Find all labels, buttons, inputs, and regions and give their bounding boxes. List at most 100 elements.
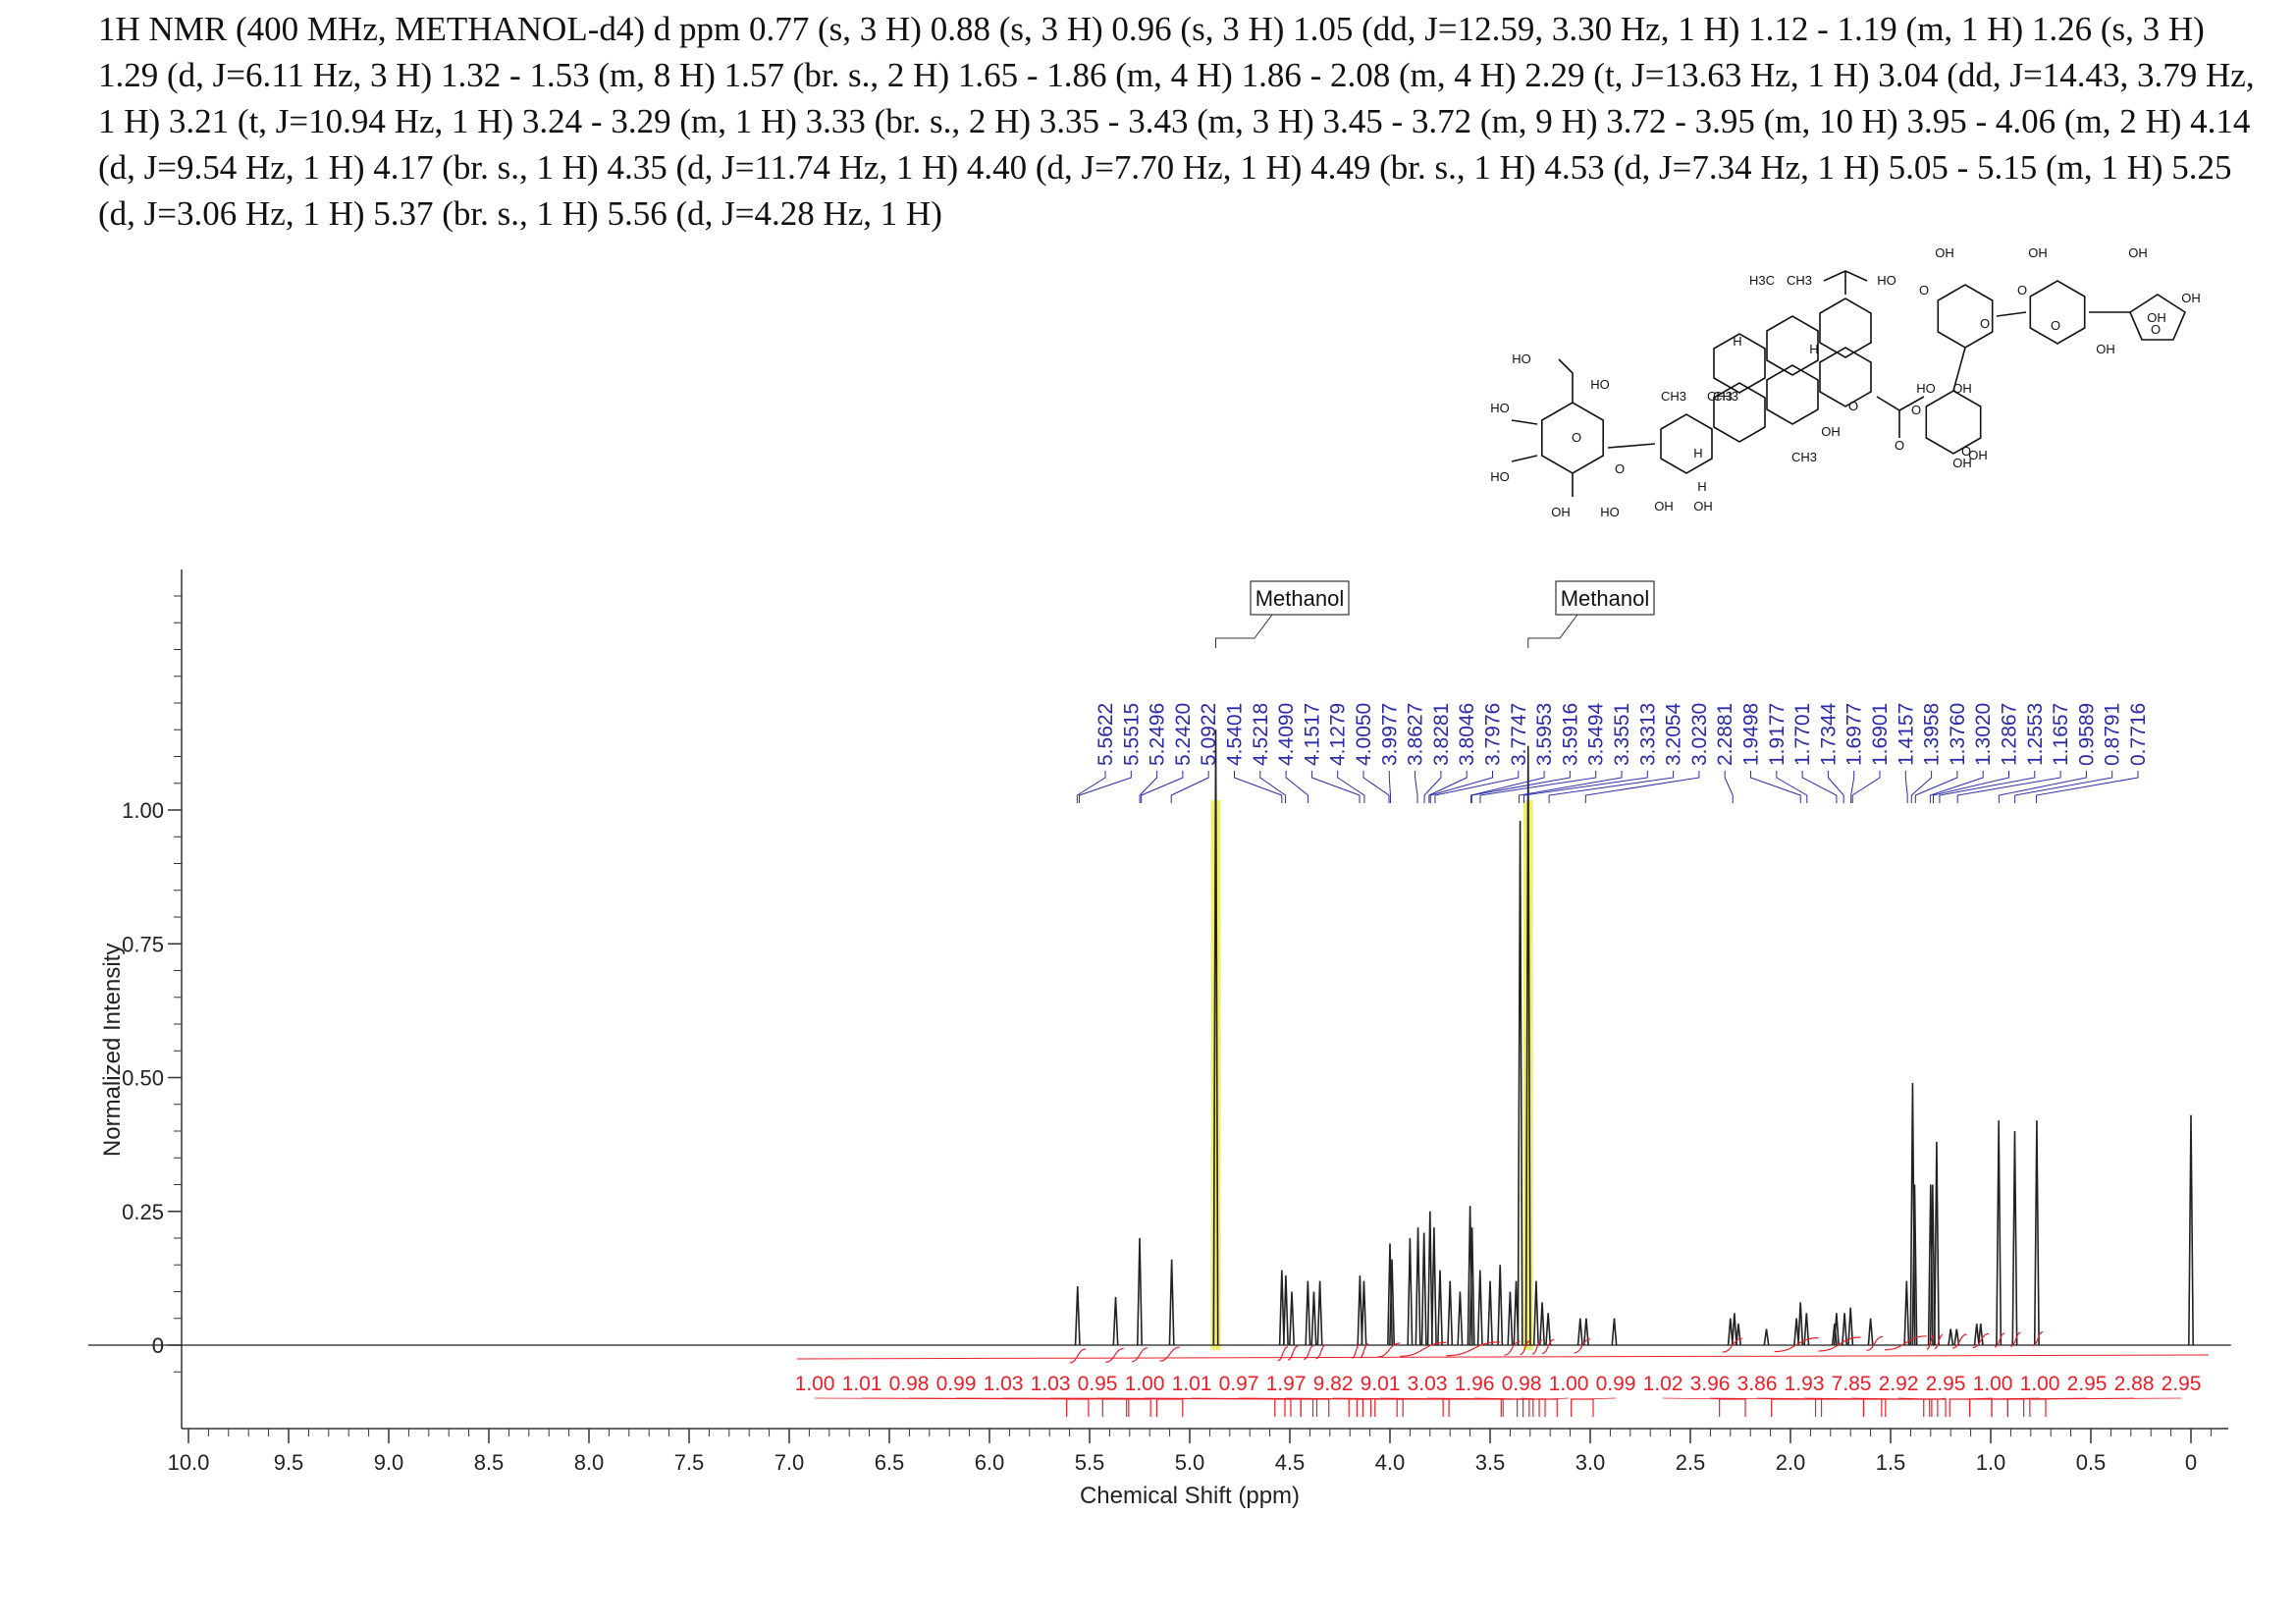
shift-label-leader: [1362, 771, 1390, 803]
triterpene-ring: [1819, 347, 1872, 407]
structure-atom-label: OH: [1821, 424, 1841, 439]
integral-value-label: 3.96: [1690, 1373, 1731, 1395]
shift-label-leader: [1904, 771, 1908, 803]
integral-curve: [2032, 1331, 2044, 1347]
structure-atom-label: OH: [1935, 245, 1954, 260]
shift-label-leader: [1910, 771, 1933, 803]
substituent-bonds: [1511, 358, 1656, 497]
integral-curve: [1866, 1335, 1883, 1351]
integral-value-label: 0.97: [1219, 1373, 1259, 1395]
x-tick-label: 9.0: [374, 1450, 404, 1475]
structure-atom-label: O: [1961, 444, 1971, 459]
integral-bracket: [1949, 1398, 1971, 1417]
structure-atom-label: HO: [1916, 381, 1936, 396]
spectrum-peak: [2188, 1114, 2194, 1346]
integral-curve: [1315, 1344, 1326, 1360]
chemical-shift-label: 1.2553: [2024, 703, 2047, 766]
y-tick-label: 0.50: [122, 1066, 164, 1091]
integral-curve: [1574, 1338, 1591, 1354]
integral-bracket: [1500, 1398, 1524, 1417]
integral-bracket: [1274, 1398, 1292, 1417]
structure-atom-label: HO: [1512, 352, 1531, 366]
structure-atom-label: O: [1911, 403, 1921, 417]
shift-label-leader: [1470, 771, 1571, 803]
integral-value-label: 1.00: [2020, 1373, 2060, 1395]
chemical-shift-label: 4.1279: [1327, 703, 1350, 766]
shift-label-leader: [1750, 771, 1801, 803]
shift-label-leader: [1076, 771, 1106, 803]
integral-value-label: 3.86: [1737, 1373, 1778, 1395]
shift-label-leader: [1914, 771, 1958, 803]
structure-atom-label: H: [1693, 446, 1702, 460]
integral-value-label: 2.92: [1879, 1373, 1919, 1395]
shift-labels-group: 5.5622 5.5515 5.2496 5.2420 5.0922 4.5401 4.52…: [1076, 702, 2150, 803]
integral-bracket: [1528, 1398, 1546, 1417]
x-tick-label: 6.5: [875, 1450, 905, 1475]
integral-value-label: 0.98: [889, 1373, 930, 1395]
spectrum-peak: [1282, 1275, 1289, 1346]
y-tick-label: 0.75: [122, 932, 164, 956]
chemical-shift-label: 5.5515: [1120, 703, 1143, 766]
triterpene-ring: [1713, 382, 1766, 443]
shift-label-leader: [2036, 771, 2139, 803]
chemical-shift-label: 1.1657: [2050, 703, 2072, 766]
integral-value-label: 1.97: [1266, 1373, 1307, 1395]
integral-curve: [1520, 1340, 1530, 1356]
structure-atom-label: HO: [1600, 505, 1620, 519]
chemical-shift-label: 5.2496: [1147, 703, 1169, 766]
integral-curve: [1446, 1341, 1501, 1357]
structure-atom-label: OH: [2181, 291, 2201, 305]
integral-leader: [1548, 1397, 1570, 1400]
spectrum-peak: [1532, 1280, 1539, 1346]
integral-curve: [1972, 1332, 1990, 1348]
integral-leader: [2037, 1397, 2182, 1400]
shift-label-leader: [1584, 771, 1700, 803]
shift-label-leader: [1170, 771, 1209, 803]
integral-curve: [1541, 1338, 1555, 1354]
chemical-shift-label: 3.8046: [1456, 703, 1478, 766]
spectrum-peak: [1305, 1280, 1311, 1346]
spectrum-peak: [1415, 1227, 1421, 1346]
shift-label-leader: [1776, 771, 1808, 803]
shift-label-leader: [1998, 771, 2087, 803]
solvent-band-1: [1522, 800, 1533, 1350]
integral-curve: [1131, 1347, 1148, 1363]
spectrum-peak: [1426, 1211, 1433, 1346]
integral-curve: [1994, 1332, 2005, 1348]
chemical-shift-label: 0.8791: [2102, 703, 2124, 766]
integral-leader: [1938, 1397, 1947, 1400]
spectrum-peak: [1310, 1291, 1317, 1346]
integral-bracket: [1571, 1398, 1594, 1417]
chemical-shift-label: 1.6977: [1843, 703, 1866, 766]
integral-curve: [1934, 1334, 1944, 1350]
solvent-annotations: Methanol Methanol: [1215, 580, 1655, 648]
structure-atom-label: CH3: [1787, 273, 1812, 288]
chemical-shift-label: 1.2867: [1999, 703, 2021, 766]
shift-label-leader: [1259, 771, 1287, 803]
spectrum-peak: [1437, 1270, 1443, 1346]
x-tick-label: 4.5: [1275, 1450, 1306, 1475]
integral-value-label: 2.95: [1926, 1373, 1966, 1395]
x-tick-label: 8.5: [474, 1450, 505, 1475]
glycosidic-bonds: [1823, 270, 2130, 392]
spectrum-peak: [1487, 1280, 1493, 1346]
integral-curve: [1531, 1339, 1543, 1355]
chemical-shift-label: 1.9498: [1740, 703, 1763, 766]
shift-label-leader: [1285, 771, 1309, 803]
sugar-ring-top-2: [2029, 280, 2086, 345]
spectrum-peak: [1576, 1318, 1583, 1346]
integral-value-label: 1.96: [1455, 1373, 1495, 1395]
shift-label-leader: [1522, 771, 1648, 803]
integrals-group: 1.00 1.01 0.98 0.99 1.03 1.03 0.95 1.00 1.01 0.97…: [795, 1331, 2210, 1417]
chemical-shift-label: 3.7976: [1482, 703, 1505, 766]
integral-value-label: 9.01: [1361, 1373, 1401, 1395]
x-tick-label: 8.0: [574, 1450, 605, 1475]
shift-label-leader: [1801, 771, 1838, 803]
integral-curve: [1952, 1333, 1967, 1349]
spectrum-peak: [1407, 1237, 1414, 1346]
x-tick-label: 3.0: [1575, 1450, 1606, 1475]
integral-curve: [1360, 1343, 1368, 1359]
integral-bracket: [2006, 1398, 2025, 1417]
integral-bracket: [1517, 1398, 1534, 1417]
